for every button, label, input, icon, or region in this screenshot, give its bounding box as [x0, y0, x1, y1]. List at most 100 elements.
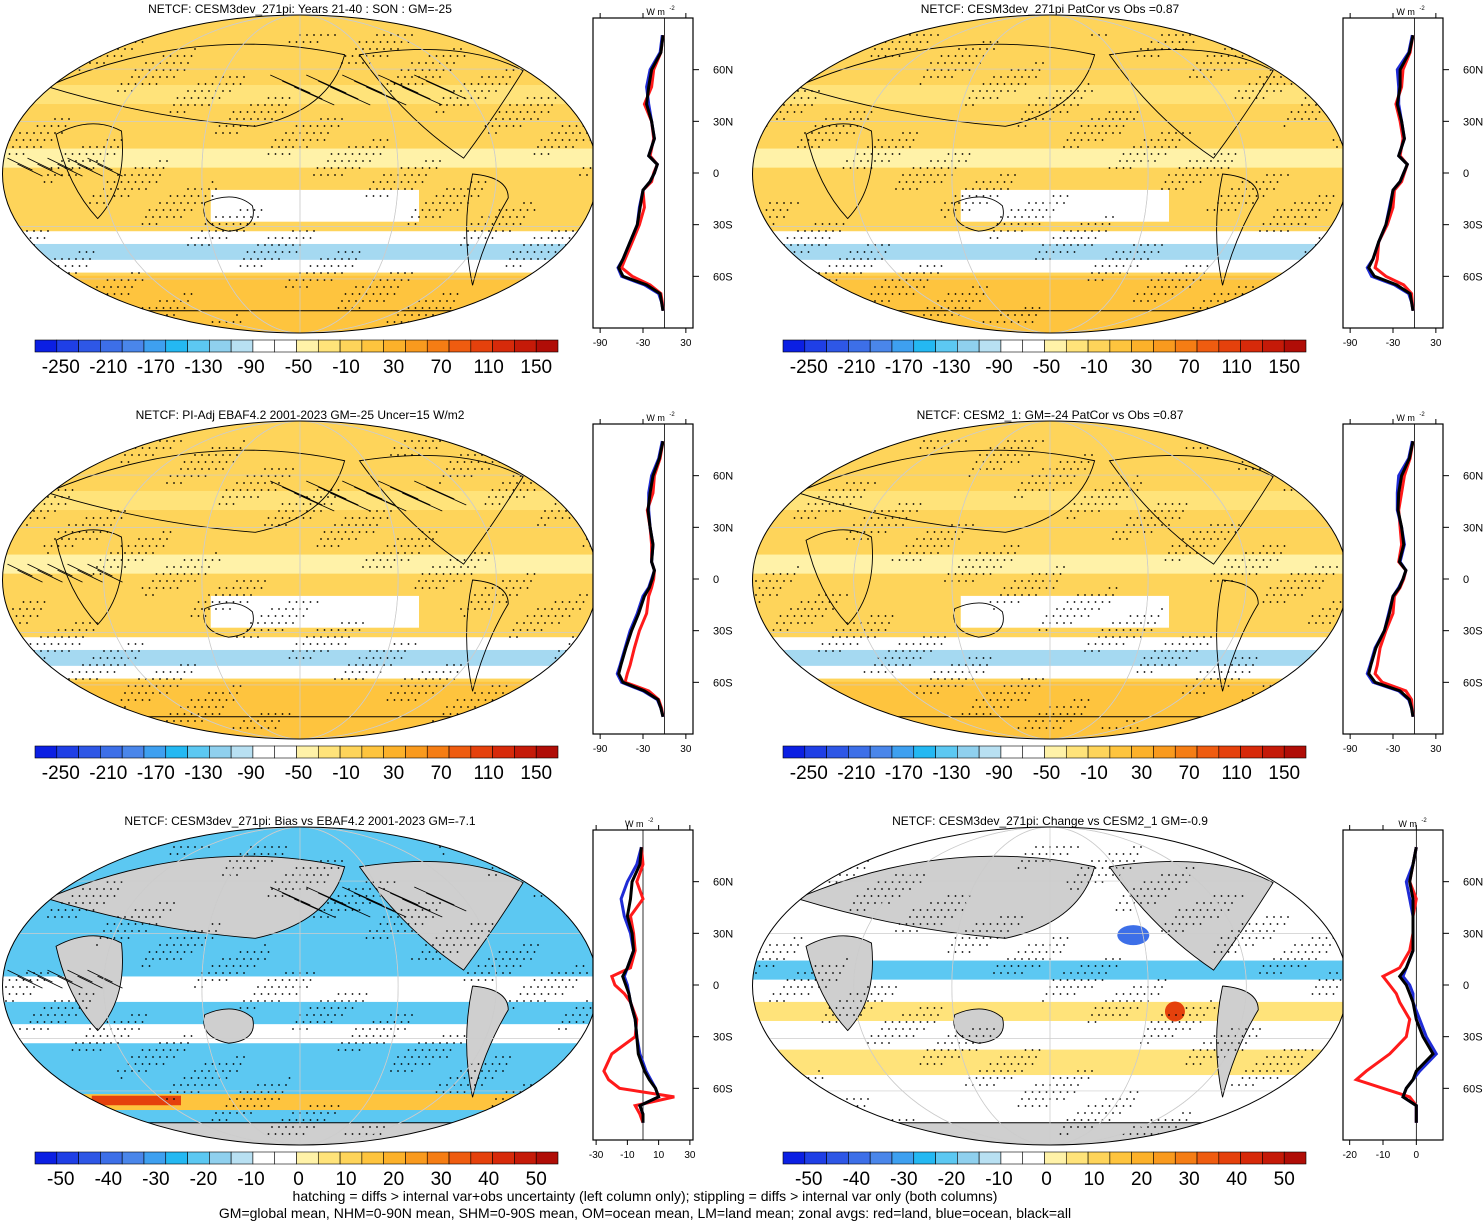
south-america-outline: [466, 985, 509, 1098]
y-tick-label: 0: [713, 980, 719, 992]
y-tick-label: 30S: [1463, 220, 1483, 232]
y-tick-label: 30S: [1463, 1032, 1483, 1044]
colorbar-label: -170: [885, 763, 923, 784]
y-tick-label: 0: [1463, 574, 1469, 586]
colorbar-label: 110: [1222, 763, 1252, 784]
map-title: NETCF: CESM2_1: GM=-24 PatCor vs Obs =0.…: [916, 408, 1184, 422]
colorbar-swatch: [143, 1151, 167, 1165]
colorbar-label: -210: [837, 357, 875, 378]
colorbar-swatch: [782, 339, 806, 353]
all-mean-line: [617, 440, 665, 718]
colorbar-swatch: [1218, 339, 1241, 353]
colorbar-swatch: [514, 1151, 537, 1165]
y-tick-label: 0: [1463, 168, 1469, 180]
eurasia-outline: [795, 449, 1096, 533]
colorbar-swatch: [34, 339, 58, 353]
colorbar-swatch: [1153, 339, 1176, 353]
north-america-outline: [358, 49, 524, 159]
y-tick-label: 30S: [1463, 626, 1483, 638]
colorbar-swatch: [1196, 339, 1220, 353]
colorbar-swatch: [1174, 745, 1198, 759]
colorbar-swatch: [34, 745, 58, 759]
colorbar-label: -30: [142, 1169, 169, 1190]
colorbar-label: -50: [47, 1169, 74, 1190]
colorbar-swatch: [143, 339, 167, 353]
africa-outline: [805, 935, 873, 1032]
colorbar-swatch: [1087, 339, 1111, 353]
colorbar-label: -40: [95, 1169, 122, 1190]
colorbar-swatch: [1131, 339, 1154, 353]
colorbar-swatch: [165, 745, 188, 759]
colorbar-swatch: [296, 1151, 319, 1165]
colorbar-label: 150: [1268, 357, 1300, 378]
south-america-outline: [1216, 579, 1259, 692]
colorbar-swatch: [296, 745, 319, 759]
colorbar-label: -20: [938, 1169, 965, 1190]
zonal-profile: W m -2 -90 -30 30 60N 30N 0 30S 60S: [592, 412, 733, 755]
colorbar-swatch: [405, 745, 428, 759]
colorbar-label: 110: [474, 763, 504, 784]
colorbar-swatch: [913, 745, 936, 759]
x-tick-label: 30: [680, 744, 692, 755]
profile-unit: W m: [625, 819, 644, 829]
colorbar-swatch: [782, 1151, 806, 1165]
local-minimum: [1117, 925, 1150, 946]
colorbar-swatch: [361, 745, 384, 759]
colorbar-swatch: [514, 745, 537, 759]
colorbar-swatch: [1000, 1151, 1024, 1165]
colorbar-swatch: [187, 745, 210, 759]
y-tick-label: 60S: [1463, 677, 1483, 689]
colorbar-swatch: [121, 1151, 145, 1165]
colorbar-label: 70: [431, 763, 452, 784]
colorbar-swatch: [78, 745, 101, 759]
y-tick-label: 30S: [713, 626, 733, 638]
colorbar-label: -130: [184, 763, 222, 784]
colorbar-swatch: [209, 1151, 232, 1165]
all-mean-line: [1367, 440, 1415, 718]
australia-outline: [203, 196, 254, 232]
y-tick-label: 0: [713, 574, 719, 586]
world-map: [752, 420, 1348, 740]
y-tick-label: 60S: [1463, 271, 1483, 283]
x-tick-label: -90: [1343, 338, 1358, 349]
profile-unit: W m: [1396, 413, 1415, 423]
y-tick-label: 60S: [713, 1083, 733, 1095]
colorbar-swatch: [252, 1151, 276, 1165]
colorbar-label: 20: [1131, 1169, 1152, 1190]
x-tick-label: -30: [636, 338, 651, 349]
colorbar-label: 40: [478, 1169, 499, 1190]
colorbar-swatch: [230, 339, 254, 353]
africa-outline: [55, 529, 123, 626]
colorbar-swatch: [1131, 745, 1154, 759]
colorbar-swatch: [274, 745, 297, 759]
southern-ocean-peak: [91, 1095, 181, 1106]
colorbar-label: 0: [293, 1169, 304, 1190]
all-mean-line: [621, 847, 661, 1123]
y-tick-label: 30N: [1463, 116, 1483, 128]
colorbar-swatch: [1262, 1151, 1285, 1165]
colorbar-label: -90: [985, 357, 1012, 378]
colorbar-swatch: [1065, 745, 1089, 759]
map-title: NETCF: CESM3dev_271pi: Bias vs EBAF4.2 2…: [124, 814, 476, 828]
colorbar-swatch: [100, 745, 123, 759]
colorbar-label: 30: [1179, 1169, 1200, 1190]
colorbar-label: -50: [285, 763, 312, 784]
south-america-outline: [1216, 985, 1259, 1098]
colorbar-label: 150: [1268, 763, 1300, 784]
colorbar-label: -10: [332, 763, 359, 784]
colorbar-label: -90: [985, 763, 1012, 784]
x-tick-label: -90: [593, 744, 608, 755]
australia-outline: [203, 1008, 254, 1044]
colorbar-swatch: [848, 745, 871, 759]
x-tick-label: -20: [1342, 1150, 1357, 1161]
colorbar-label: 150: [520, 357, 552, 378]
colorbar-label: -10: [985, 1169, 1012, 1190]
colorbar-swatch: [78, 1151, 101, 1165]
colorbar-swatch: [426, 745, 450, 759]
colorbar-swatch: [1174, 339, 1198, 353]
profile-frame: [592, 17, 694, 329]
colorbar-swatch: [34, 1151, 58, 1165]
colorbar-label: -10: [1080, 357, 1107, 378]
colorbar-swatch: [230, 1151, 254, 1165]
y-tick-label: 30N: [1463, 928, 1483, 940]
